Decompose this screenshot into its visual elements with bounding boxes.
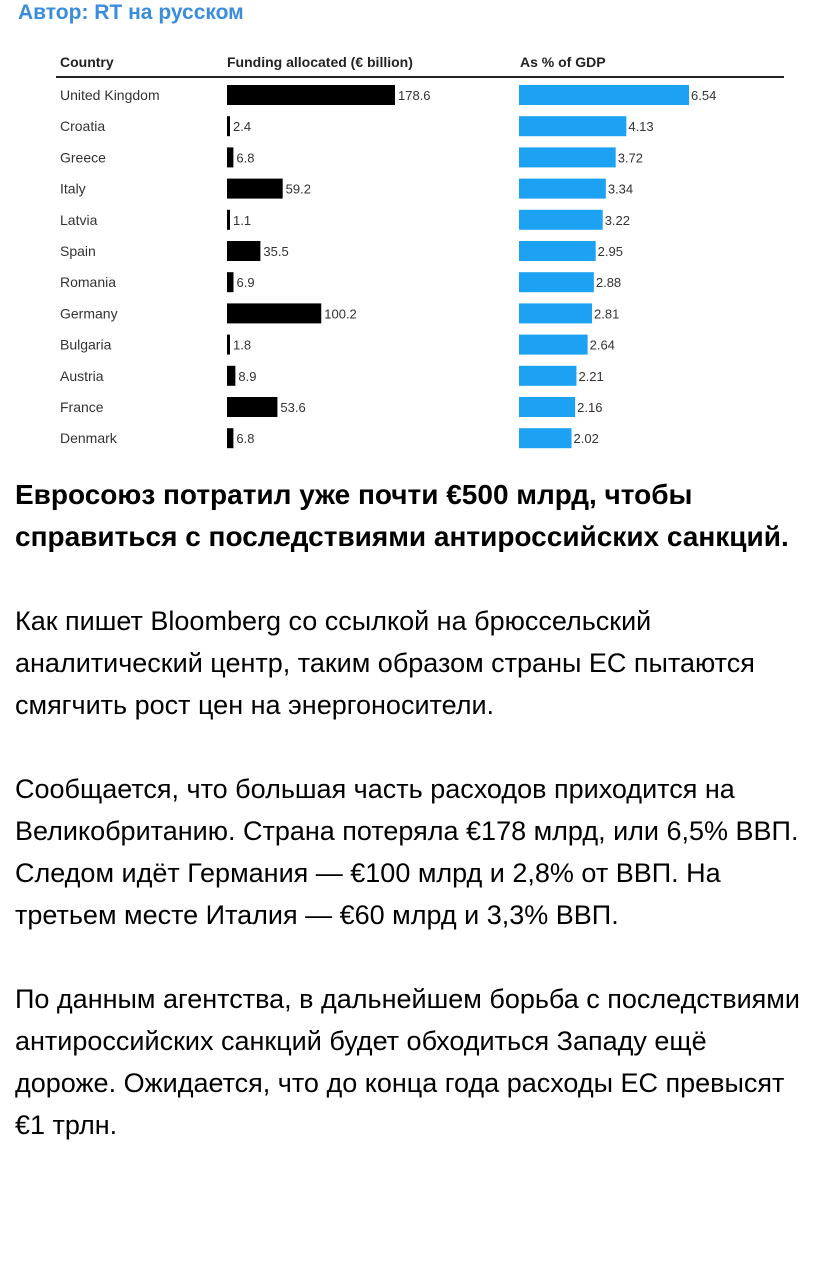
country-label: Greece	[60, 149, 106, 165]
country-label: France	[60, 399, 104, 415]
post-body: Евросоюз потратил уже почти €500 млрд, ч…	[15, 474, 810, 1146]
gdp-value-label: 2.02	[574, 431, 599, 446]
gdp-bar	[519, 428, 572, 449]
country-label: United Kingdom	[60, 87, 160, 103]
funding-value-label: 6.8	[236, 150, 254, 165]
country-label: Italy	[60, 181, 86, 197]
column-header-funding: Funding allocated (€ billion)	[227, 54, 413, 70]
gdp-value-label: 3.34	[608, 182, 633, 197]
gdp-value-label: 2.64	[590, 338, 615, 353]
country-label: Germany	[60, 305, 118, 321]
post-paragraph-1: Как пишет Bloomberg со ссылкой на брюссе…	[15, 606, 755, 720]
funding-bar	[227, 397, 278, 417]
country-label: Austria	[60, 368, 104, 384]
gdp-bar	[519, 209, 603, 230]
chart-row: Latvia 1.1 3.22	[60, 209, 630, 230]
funding-bar	[227, 241, 261, 261]
post-paragraph-2: Сообщается, что большая часть расходов п…	[15, 774, 799, 930]
gdp-bar	[519, 85, 689, 105]
chart-row: Croatia 2.4 4.13	[60, 116, 654, 137]
gdp-value-label: 2.95	[598, 244, 623, 259]
chart-row: Romania 6.9 2.88	[60, 272, 621, 293]
gdp-bar	[519, 272, 594, 293]
funding-bar	[227, 334, 230, 355]
funding-value-label: 59.2	[286, 182, 311, 197]
column-header-gdp: As % of GDP	[520, 54, 606, 70]
funding-bar	[227, 85, 395, 105]
gdp-value-label: 3.22	[605, 213, 630, 228]
post-author: Автор: RT на русском	[18, 1, 244, 24]
chart-row: Denmark 6.8 2.02	[60, 428, 599, 449]
funding-value-label: 178.6	[398, 88, 431, 103]
gdp-bar	[519, 365, 577, 386]
funding-bar	[227, 428, 234, 449]
chart-row: Germany 100.2 2.81	[60, 303, 619, 324]
gdp-bar	[519, 241, 596, 261]
chart-row: Austria 8.9 2.21	[60, 365, 604, 386]
funding-value-label: 6.8	[236, 431, 254, 446]
funding-bar	[227, 209, 230, 230]
funding-bar	[227, 365, 236, 386]
country-label: Latvia	[60, 212, 98, 228]
gdp-value-label: 6.54	[691, 88, 716, 103]
country-label: Denmark	[60, 430, 118, 446]
gdp-bar	[519, 303, 593, 324]
funding-chart: Country Funding allocated (€ billion) As…	[56, 54, 784, 449]
gdp-bar	[519, 116, 627, 137]
chart-row: Spain 35.5 2.95	[60, 241, 623, 261]
post-paragraph-3: По данным агентства, в дальнейшем борьба…	[15, 984, 800, 1140]
column-header-country: Country	[60, 54, 114, 70]
chart-row: Bulgaria 1.8 2.64	[60, 334, 615, 355]
gdp-value-label: 2.81	[594, 306, 619, 321]
funding-bar	[227, 272, 234, 293]
post-headline: Евросоюз потратил уже почти €500 млрд, ч…	[15, 479, 789, 552]
gdp-bar	[519, 334, 588, 355]
gdp-value-label: 2.21	[578, 369, 603, 384]
gdp-value-label: 2.16	[577, 400, 602, 415]
funding-bar	[227, 147, 234, 168]
chart-row: United Kingdom 178.6 6.54	[60, 85, 716, 105]
funding-bar	[227, 116, 230, 137]
funding-value-label: 1.8	[233, 338, 251, 353]
funding-value-label: 2.4	[233, 119, 251, 134]
funding-value-label: 100.2	[324, 306, 357, 321]
funding-bar	[227, 303, 322, 324]
gdp-bar	[519, 397, 576, 417]
chart-row: France 53.6 2.16	[60, 397, 602, 417]
funding-bar	[227, 178, 283, 199]
chart-row: Italy 59.2 3.34	[60, 178, 633, 199]
funding-value-label: 35.5	[263, 244, 288, 259]
chart-row: Greece 6.8 3.72	[60, 147, 643, 168]
funding-value-label: 6.9	[236, 275, 254, 290]
gdp-value-label: 2.88	[596, 275, 621, 290]
funding-value-label: 53.6	[280, 400, 305, 415]
gdp-value-label: 4.13	[628, 119, 653, 134]
country-label: Spain	[60, 243, 96, 259]
gdp-bar	[519, 178, 606, 199]
country-label: Bulgaria	[60, 337, 112, 353]
country-label: Romania	[60, 274, 116, 290]
gdp-value-label: 3.72	[618, 150, 643, 165]
funding-value-label: 1.1	[233, 213, 251, 228]
country-label: Croatia	[60, 118, 105, 134]
funding-value-label: 8.9	[238, 369, 256, 384]
gdp-bar	[519, 147, 616, 168]
